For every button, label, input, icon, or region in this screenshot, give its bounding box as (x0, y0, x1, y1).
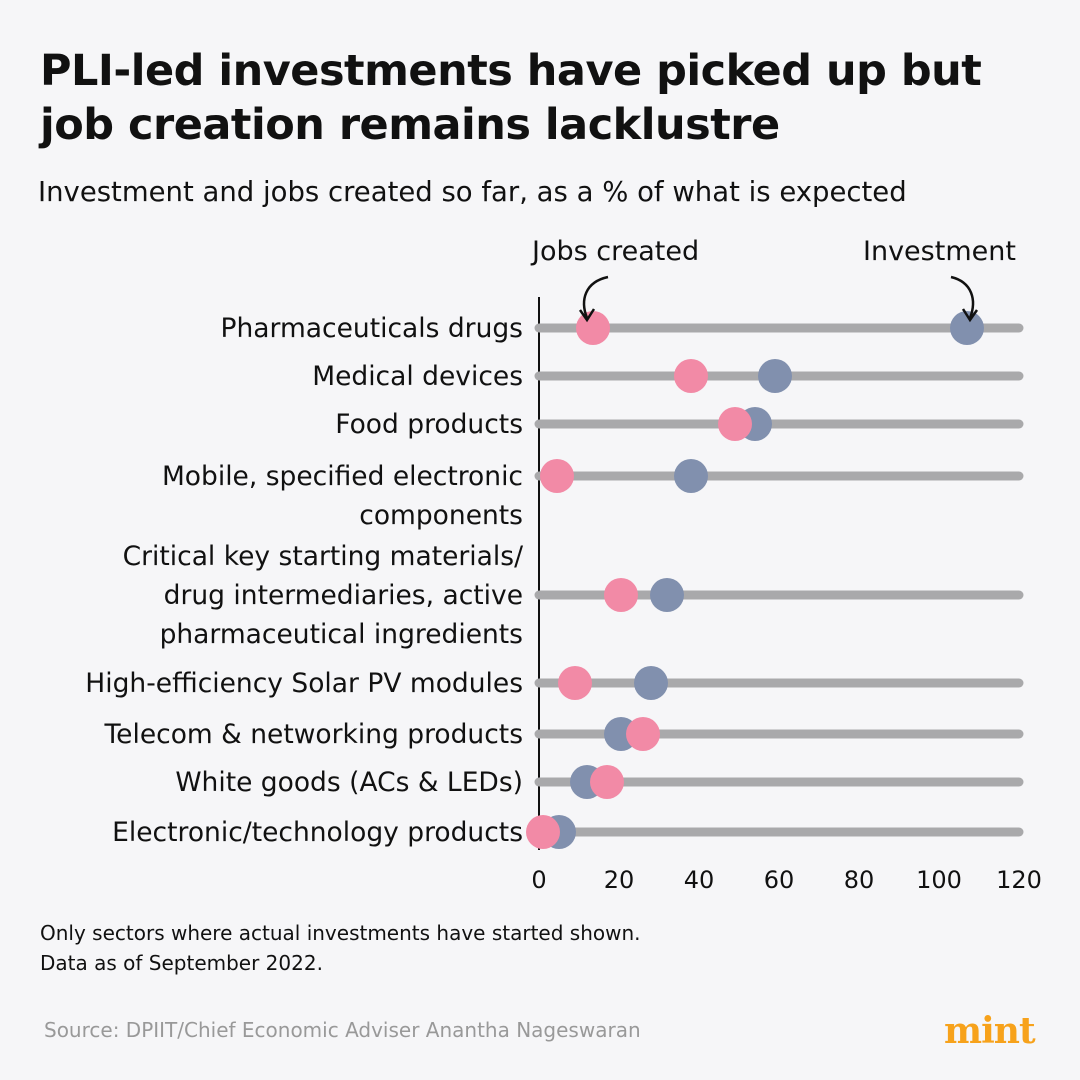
jobs-dot (576, 311, 610, 345)
x-tick-label: 80 (843, 866, 875, 894)
jobs-dot (604, 578, 638, 612)
jobs-dot (540, 459, 574, 493)
category-label: High-efficiency Solar PV modules (85, 664, 523, 703)
jobs-dot (674, 359, 708, 393)
x-tick-label: 0 (531, 866, 547, 894)
investment-dot (650, 578, 684, 612)
category-label-line: Electronic/technology products (112, 816, 523, 848)
chart-subtitle: Investment and jobs created so far, as a… (38, 176, 907, 208)
investment-dot (674, 459, 708, 493)
jobs-dot (718, 407, 752, 441)
category-label: Critical key starting materials/drug int… (123, 537, 523, 654)
investment-arrowhead (961, 308, 979, 323)
legend-jobs-created: Jobs created (532, 236, 700, 267)
category-label: Pharmaceuticals drugs (221, 309, 523, 348)
category-label-line: components (359, 499, 523, 531)
x-tick-label: 20 (603, 866, 635, 894)
category-label-line: drug intermediaries, active (163, 579, 523, 611)
source-note: Source: DPIIT/Chief Economic Adviser Ana… (44, 1018, 641, 1042)
investment-dot (950, 311, 984, 345)
investment-dot (634, 666, 668, 700)
category-label: White goods (ACs & LEDs) (175, 763, 523, 802)
category-label-line: Food products (335, 408, 523, 440)
category-label-line: pharmaceutical ingredients (159, 618, 523, 650)
jobs-arrowhead (578, 308, 596, 323)
category-label-line: Telecom & networking products (104, 718, 523, 750)
investment-dot (758, 359, 792, 393)
category-label-line: White goods (ACs & LEDs) (175, 766, 523, 798)
x-tick-label: 100 (916, 866, 962, 894)
footnote-line: Data as of September 2022. (40, 951, 323, 975)
footnote-line: Only sectors where actual investments ha… (40, 921, 641, 945)
category-label: Mobile, specified electronic components (162, 457, 523, 535)
footnote: Only sectors where actual investments ha… (40, 918, 641, 978)
category-label-line: Mobile, specified electronic (161, 460, 523, 492)
category-label-line: Pharmaceuticals drugs (220, 312, 523, 344)
category-label: Electronic/technology products (112, 813, 523, 852)
jobs-dot (626, 717, 660, 751)
chart-title: PLI-led investments have picked up but j… (40, 46, 982, 150)
x-tick-label: 60 (763, 866, 795, 894)
x-tick-label: 120 (996, 866, 1042, 894)
jobs-dot (590, 765, 624, 799)
category-label-line: Medical devices (312, 360, 523, 392)
category-label-line: Critical key starting materials/ (122, 540, 523, 572)
x-tick-label: 40 (683, 866, 715, 894)
category-label: Medical devices (312, 357, 523, 396)
jobs-dot (526, 815, 560, 849)
jobs-dot (558, 666, 592, 700)
legend-investment: Investment (863, 236, 1016, 267)
mint-logo: mint (944, 1010, 1036, 1052)
category-label-line: High-efficiency Solar PV modules (85, 667, 523, 699)
jobs-arrow (582, 275, 609, 319)
investment-arrow (950, 275, 975, 319)
category-label: Food products (335, 405, 523, 444)
category-label: Telecom & networking products (104, 715, 523, 754)
